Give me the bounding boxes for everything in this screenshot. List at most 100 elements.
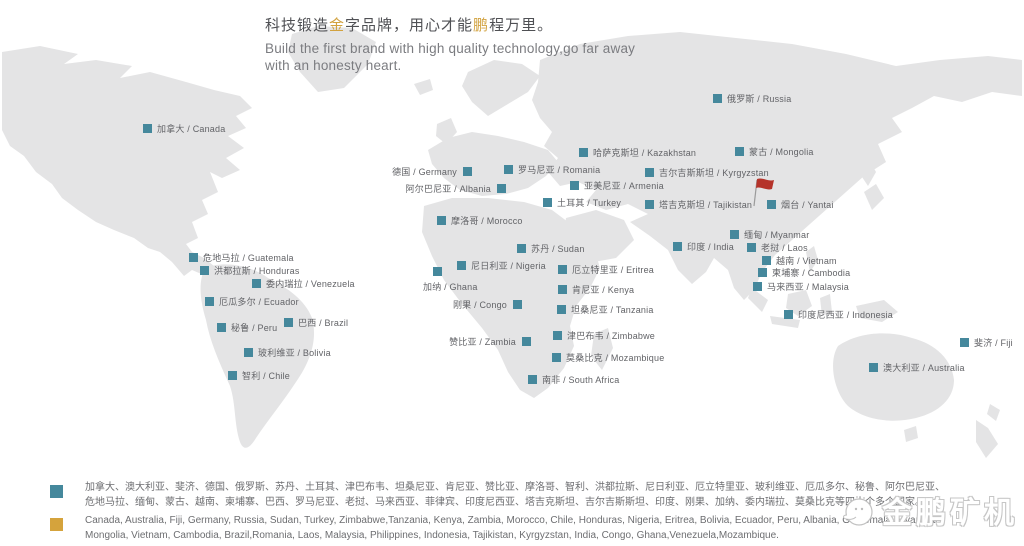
location-label: 加拿大 / Canada <box>157 124 226 134</box>
location-label: 老挝 / Laos <box>761 243 808 253</box>
location-marker <box>433 267 442 276</box>
location-label: 玻利维亚 / Bolivia <box>258 348 331 358</box>
yantai-flag-icon <box>753 178 774 207</box>
location-label: 赞比亚 / Zambia <box>449 337 516 347</box>
location-label: 阿尔巴尼亚 / Albania <box>405 184 491 194</box>
location-label: 摩洛哥 / Morocco <box>451 216 523 226</box>
location-marker <box>143 124 152 133</box>
location-marker <box>784 310 793 319</box>
location-label: 莫桑比克 / Mozambique <box>566 353 665 363</box>
location-marker <box>200 266 209 275</box>
location-marker <box>553 331 562 340</box>
eagle-logo-icon <box>843 496 873 526</box>
location-marker <box>552 353 561 362</box>
title-zh-part3: 程万里。 <box>489 17 554 34</box>
location-marker <box>189 253 198 262</box>
title-zh-gold1: 金 <box>329 17 346 34</box>
legend-chinese-line1: 加拿大、澳大利亚、斐济、德国、俄罗斯、苏丹、土耳其、津巴布韦、坦桑尼亚、肯尼亚、… <box>85 482 945 493</box>
location-marker <box>767 200 776 209</box>
location-label: 烟台 / Yantai <box>781 200 834 210</box>
location-marker <box>513 300 522 309</box>
location-label: 肯尼亚 / Kenya <box>572 285 635 295</box>
location-label: 柬埔寨 / Cambodia <box>772 268 851 278</box>
location-marker <box>713 94 722 103</box>
location-label: 吉尔吉斯斯坦 / Kyrgyzstan <box>659 168 769 178</box>
title-zh-part1: 科技锻造 <box>265 17 330 34</box>
location-marker <box>284 318 293 327</box>
location-marker <box>457 261 466 270</box>
location-marker <box>517 244 526 253</box>
location-marker <box>543 198 552 207</box>
title-english-line1: Build the first brand with high quality … <box>265 41 636 56</box>
location-label: 哈萨克斯坦 / Kazakhstan <box>593 148 697 158</box>
title-zh-gold2: 鹏 <box>473 17 490 34</box>
location-label: 印度 / India <box>687 242 735 252</box>
location-label: 加纳 / Ghana <box>423 282 478 292</box>
location-label: 德国 / Germany <box>392 167 457 177</box>
location-marker <box>869 363 878 372</box>
location-marker <box>558 265 567 274</box>
location-marker <box>217 323 226 332</box>
title-english: Build the first brand with high quality … <box>265 40 635 74</box>
location-marker <box>205 297 214 306</box>
legend-square-teal <box>50 485 63 498</box>
location-label: 亚美尼亚 / Armenia <box>584 181 664 191</box>
location-label: 缅甸 / Myanmar <box>744 230 810 240</box>
location-label: 蒙古 / Mongolia <box>749 147 814 157</box>
location-marker <box>522 337 531 346</box>
location-marker <box>960 338 969 347</box>
location-label: 津巴布韦 / Zimbabwe <box>567 331 656 341</box>
legend: 加拿大、澳大利亚、斐济、德国、俄罗斯、苏丹、土耳其、津巴布韦、坦桑尼亚、肯尼亚、… <box>50 481 945 546</box>
page-title: 科技锻造金字品牌，用心才能鹏程万里。 Build the first brand… <box>265 14 635 74</box>
location-label: 危地马拉 / Guatemala <box>203 253 294 263</box>
company-logo: 金鹏矿机 <box>838 488 1018 532</box>
location-label: 智利 / Chile <box>242 371 291 381</box>
location-label: 俄罗斯 / Russia <box>727 94 792 104</box>
legend-row-chinese: 加拿大、澳大利亚、斐济、德国、俄罗斯、苏丹、土耳其、津巴布韦、坦桑尼亚、肯尼亚、… <box>50 481 945 510</box>
location-label: 印度尼西亚 / Indonesia <box>798 310 893 320</box>
location-label: 斐济 / Fiji <box>974 338 1013 348</box>
location-marker <box>730 230 739 239</box>
location-label: 刚果 / Congo <box>452 300 507 310</box>
location-marker <box>747 243 756 252</box>
location-label: 土耳其 / Turkey <box>557 198 622 208</box>
location-marker <box>762 256 771 265</box>
location-label: 罗马尼亚 / Romania <box>518 165 601 175</box>
location-label: 委内瑞拉 / Venezuela <box>266 279 355 289</box>
location-marker <box>558 285 567 294</box>
location-label: 厄瓜多尔 / Ecuador <box>219 297 299 307</box>
legend-english-line1: Canada, Australia, Fiji, Germany, Russia… <box>85 515 941 526</box>
location-label: 厄立特里亚 / Eritrea <box>572 265 655 275</box>
location-marker <box>437 216 446 225</box>
title-chinese: 科技锻造金字品牌，用心才能鹏程万里。 <box>265 14 635 35</box>
location-marker <box>735 147 744 156</box>
location-label: 坦桑尼亚 / Tanzania <box>571 305 654 315</box>
location-marker <box>645 200 654 209</box>
location-label: 马来西亚 / Malaysia <box>767 282 850 292</box>
location-marker <box>753 282 762 291</box>
legend-english-line2: Mongolia, Vietnam, Cambodia, Brazil,Roma… <box>85 529 779 541</box>
location-marker <box>228 371 237 380</box>
location-marker <box>244 348 253 357</box>
location-label: 南非 / South Africa <box>542 375 620 385</box>
location-label: 秘鲁 / Peru <box>231 323 278 333</box>
location-marker <box>557 305 566 314</box>
title-english-line2: with an honesty heart. <box>265 58 402 73</box>
location-label: 洪都拉斯 / Honduras <box>214 266 300 276</box>
location-marker <box>252 279 261 288</box>
legend-square-gold <box>50 518 63 531</box>
location-marker <box>570 181 579 190</box>
location-label: 巴西 / Brazil <box>298 318 349 328</box>
location-marker <box>673 242 682 251</box>
location-marker <box>528 375 537 384</box>
location-label: 苏丹 / Sudan <box>531 244 585 254</box>
location-marker <box>579 148 588 157</box>
company-logo-text: 金鹏矿机 <box>882 496 1018 531</box>
location-marker <box>463 167 472 176</box>
location-label: 越南 / Vietnam <box>776 256 837 266</box>
location-label: 澳大利亚 / Australia <box>883 363 965 373</box>
location-label: 尼日利亚 / Nigeria <box>471 261 546 271</box>
